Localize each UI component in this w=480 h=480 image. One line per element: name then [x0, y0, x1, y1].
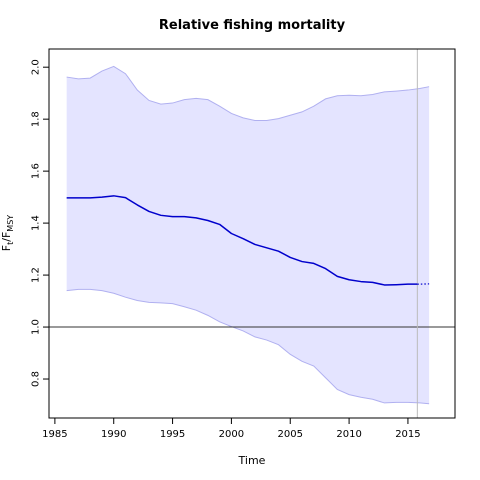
x-tick-label-1985: 1985 — [42, 429, 67, 440]
y-tick-label-1.6: 1.6 — [31, 163, 42, 179]
confidence-band — [66, 66, 430, 404]
plot-area — [49, 49, 455, 418]
upper-bound-line — [66, 65, 430, 121]
x-axis-label: Time — [238, 454, 266, 467]
y-tick-label-1.4: 1.4 — [31, 215, 42, 231]
x-tick-label-2000: 2000 — [219, 429, 244, 440]
chart-title: Relative fishing mortality — [159, 18, 346, 33]
y-tick-label-1.0: 1.0 — [31, 319, 42, 335]
y-axis-label-slash: /F — [0, 232, 13, 242]
estimate-line — [66, 195, 418, 286]
y-axis-label: Ft/FMSY — [0, 215, 15, 251]
y-axis-label-base: F — [0, 245, 13, 251]
y-axis-label-sub1: t — [6, 242, 15, 245]
y-axis-label-sub2: MSY — [6, 215, 15, 232]
x-tick-label-1990: 1990 — [101, 429, 126, 440]
y-tick-label-1.8: 1.8 — [31, 111, 42, 127]
x-tick-label-2015: 2015 — [395, 429, 420, 440]
y-tick-label-1.2: 1.2 — [31, 267, 42, 283]
y-tick-label-2.0: 2.0 — [31, 59, 42, 75]
y-tick-label-0.8: 0.8 — [31, 371, 42, 387]
lower-bound-line — [66, 288, 430, 405]
x-tick-label-1995: 1995 — [160, 429, 185, 440]
x-tick-label-2005: 2005 — [278, 429, 303, 440]
x-tick-label-2010: 2010 — [336, 429, 361, 440]
axes: 1985 1990 1995 2000 2005 2010 2015 0.8 1.0 1.2 1.4… — [31, 59, 421, 440]
plot-frame — [48, 48, 456, 419]
